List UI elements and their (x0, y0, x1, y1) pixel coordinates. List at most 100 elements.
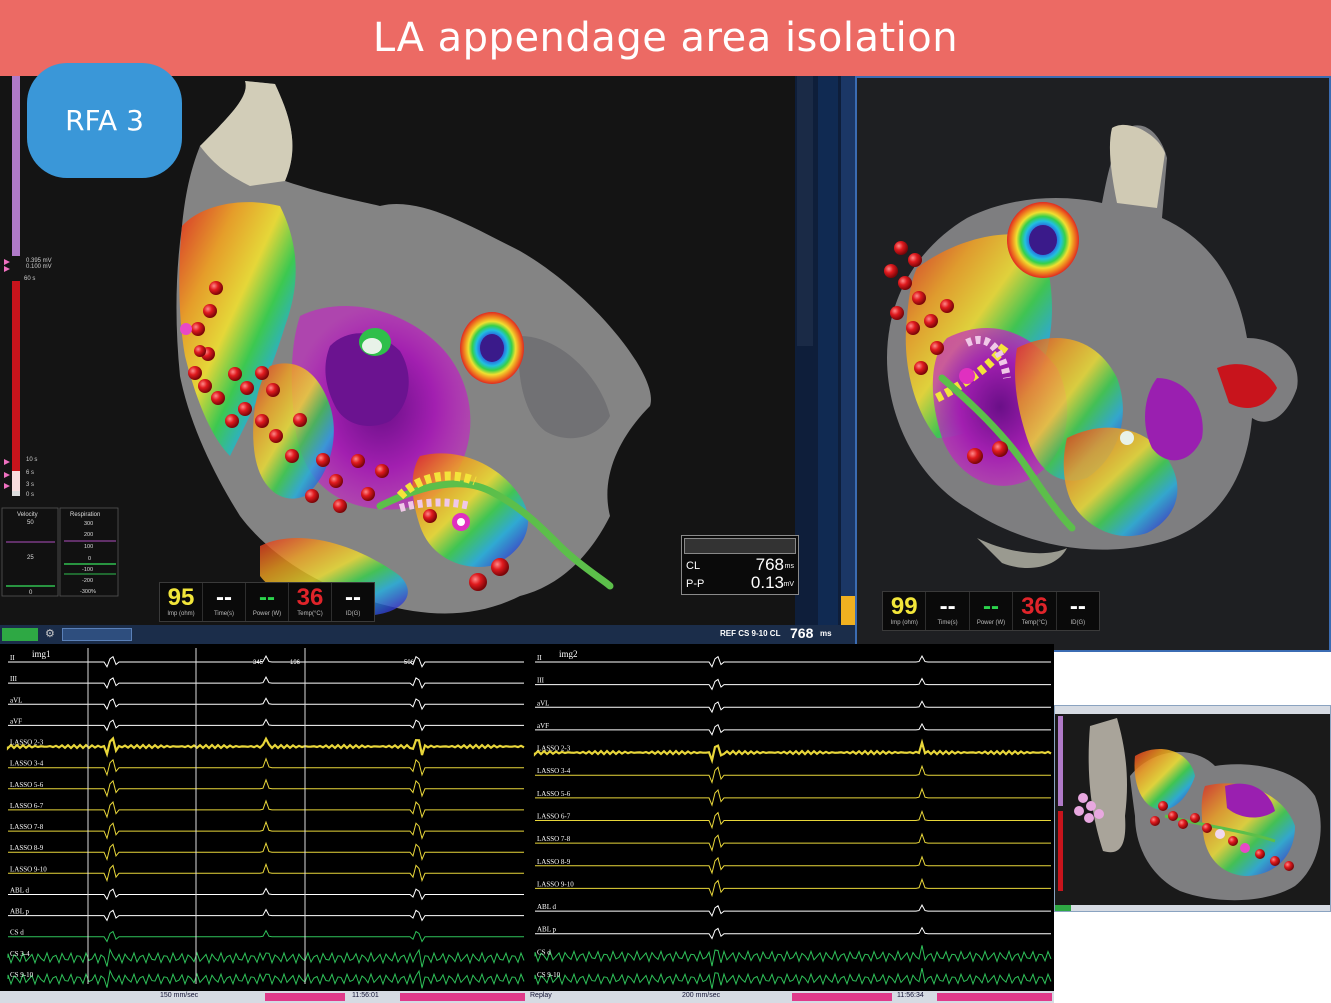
egm1-timeline-bar[interactable] (265, 993, 345, 1001)
egm2-channel-label-3: aVF (537, 722, 549, 730)
egm1-trace-12 (8, 908, 524, 922)
stat-time: -- Time(s) (203, 583, 246, 621)
svg-text:-200: -200 (82, 578, 93, 584)
egm1-trace-13 (8, 929, 524, 943)
inset-ablation-points[interactable] (1074, 793, 1294, 871)
voltage-scale-bar (12, 76, 20, 256)
egm2-toolbar[interactable]: Replay 200 mm/sec 11:56:34 (527, 991, 1054, 1003)
egm1-trace-2 (8, 697, 524, 711)
egm1-speed[interactable]: 150 mm/sec (160, 992, 199, 999)
electrogram-panel-1[interactable]: img1 II III aVL aVF LASSO 2-3 LASSO 3-4 LASSO 5… (0, 644, 527, 1003)
ref-unit: ms (820, 629, 832, 638)
stat-temperature: 36 Temp(°C) (1013, 592, 1057, 630)
egm1-annotation-0: 345 (253, 660, 264, 666)
inset-map-canvas[interactable] (1055, 706, 1331, 912)
egm2-channel-label-4: LASSO 2-3 (537, 745, 571, 753)
egm2-trace-1 (535, 677, 1051, 691)
scale-mv-top: 0.395 mV (26, 258, 52, 264)
svg-text:0: 0 (29, 590, 33, 596)
egm2-trace-2 (535, 700, 1051, 714)
egm2-channel-label-11: ABL d (537, 903, 556, 911)
ablation-points[interactable] (180, 281, 509, 591)
svg-text:300: 300 (84, 521, 93, 527)
egm2-trace-14 (534, 967, 1052, 989)
settings-gear-icon[interactable]: ⚙ (45, 628, 55, 640)
egm1-annotation-1: 196 (290, 660, 301, 666)
pp-label: P-P (686, 578, 705, 590)
scale-markers[interactable] (4, 259, 10, 489)
scale-10s: 10 s (26, 457, 37, 463)
egm2-timeline-bar-2[interactable] (937, 993, 1052, 1001)
cl-box-toolbar[interactable] (684, 538, 796, 554)
respiration-monitor: Respiration 300 200 100 0 -100 -200 -300… (59, 507, 119, 597)
main-map-view[interactable]: 0.395 mV 0.100 mV 60 s 10 s 6 s 3 s 0 s … (0, 76, 855, 644)
ablation-points-rotated[interactable] (884, 241, 1008, 464)
status-indicator[interactable] (2, 628, 38, 641)
egm1-annotation-2: 506 (404, 660, 415, 666)
tool-palette[interactable] (795, 76, 855, 625)
stat-time: -- Time(s) (926, 592, 970, 630)
cycle-length-box: CL 768 ms P-P 0.13 mV (681, 535, 799, 595)
egm2-trace-11 (535, 904, 1051, 918)
egm1-channel-label-13: CS d (10, 929, 24, 937)
egm1-trace-15 (7, 969, 525, 989)
egm1-timeline-bar-2[interactable] (400, 993, 525, 1001)
egm1-channel-label-5: LASSO 3-4 (10, 760, 44, 768)
main-map-canvas[interactable]: 0.395 mV 0.100 mV 60 s 10 s 6 s 3 s 0 s … (0, 76, 855, 644)
egm2-channel-label-9: LASSO 8-9 (537, 858, 571, 866)
stat-power: -- Power (W) (970, 592, 1014, 630)
egm1-trace-4 (6, 736, 525, 758)
egm2-channel-label-5: LASSO 3-4 (537, 767, 571, 775)
egm1-channel-label-14: CS 3-4 (10, 950, 30, 958)
egm2-channel-label-8: LASSO 7-8 (537, 835, 571, 843)
egm2-channel-label-10: LASSO 9-10 (537, 880, 574, 888)
svg-text:50: 50 (27, 520, 34, 526)
ref-value: 768 (790, 625, 814, 641)
inset-map-view[interactable] (1054, 705, 1331, 912)
scale-mv-bottom: 0.100 mV (26, 264, 52, 270)
egm1-channel-label-2: aVL (10, 696, 22, 704)
velocity-label: Velocity (17, 512, 38, 518)
secondary-ablation-stats: 99 Imp (ohm) -- Time(s) -- Power (W) 36 Temp… (882, 591, 1100, 631)
egm1-trace-3 (8, 718, 524, 732)
inset-atrium[interactable] (1088, 718, 1321, 901)
egm1-channel-label-7: LASSO 6-7 (10, 802, 44, 810)
egm1-trace-11 (8, 887, 524, 901)
stat-impedance: 99 Imp (ohm) (883, 592, 927, 630)
egm1-channel-label-11: ABL d (10, 886, 29, 894)
cl-value: 768 (755, 555, 784, 574)
egm1-channel-label-0: II (10, 654, 15, 662)
pp-value: 0.13 (750, 573, 784, 592)
egm2-channel-label-0: II (537, 654, 542, 662)
egm1-channel-label-1: III (10, 675, 18, 683)
egm2-channel-label-14: CS 9-10 (537, 971, 561, 979)
secondary-map-view[interactable]: 99 Imp (ohm) -- Time(s) -- Power (W) 36 Temp… (855, 76, 1331, 652)
status-field[interactable] (62, 628, 132, 641)
scale-0s: 0 s (26, 492, 34, 498)
main-ablation-stats: 95 Imp (ohm) -- Time(s) -- Power (W) 36 Temp… (159, 582, 375, 622)
svg-text:0: 0 (88, 556, 91, 562)
egm2-replay-button[interactable]: Replay (530, 992, 552, 999)
secondary-map-canvas[interactable] (857, 78, 1331, 652)
egm2-timeline-bar[interactable] (792, 993, 892, 1001)
egm1-trace-5 (8, 757, 524, 777)
egm1-trace-7 (8, 799, 524, 819)
egm2-speed[interactable]: 200 mm/sec (682, 992, 721, 999)
egm1-trace-1 (8, 676, 524, 690)
egm1-channel-label-6: LASSO 5-6 (10, 781, 44, 789)
left-atrium-map-rotated[interactable] (887, 124, 1298, 568)
egm2-trace-9 (535, 855, 1051, 875)
egm1-trace-8 (8, 820, 524, 840)
egm1-trace-14 (7, 947, 525, 968)
electrogram-panel-2[interactable]: img2 II III aVL aVF LASSO 2-3 LASSO 3-4 LASSO 5… (527, 644, 1054, 1003)
svg-text:-100: -100 (82, 567, 93, 573)
ref-label: REF CS 9-10 CL (720, 629, 781, 638)
svg-text:25: 25 (27, 555, 34, 561)
egm1-toolbar[interactable]: 150 mm/sec 11:56:01 (0, 991, 527, 1003)
egm1-channel-label-10: LASSO 9-10 (10, 865, 47, 873)
egm1-trace-6 (8, 778, 524, 798)
egm2-trace-13 (534, 945, 1052, 967)
left-atrium-map[interactable] (176, 81, 651, 616)
